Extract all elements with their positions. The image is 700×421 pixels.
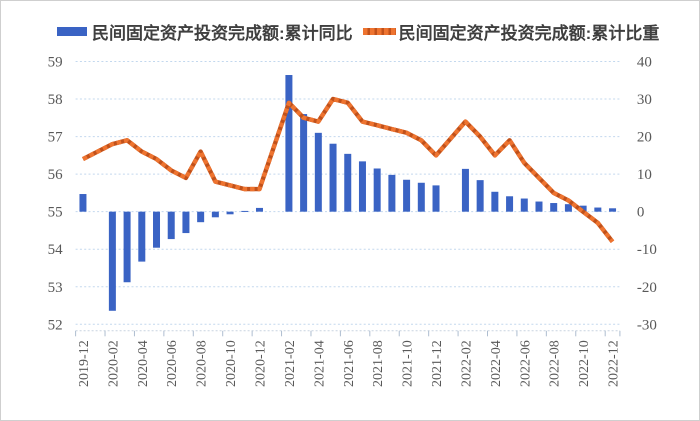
right-axis-tick-label: -30 xyxy=(637,317,657,333)
x-axis-tick-label: 2021-02 xyxy=(283,340,298,387)
x-axis xyxy=(75,330,621,337)
bar xyxy=(403,179,411,212)
right-axis-tick-label: -10 xyxy=(637,242,657,258)
x-axis-tick-label: 2022-06 xyxy=(518,340,533,387)
right-axis-tick-label: 10 xyxy=(637,167,652,183)
bar xyxy=(108,211,116,311)
x-axis-tick-label: 2022-02 xyxy=(459,340,474,387)
x-axis-tick-label: 2022-08 xyxy=(548,340,563,387)
x-axis-tick-label: 2021-04 xyxy=(312,340,327,387)
bar xyxy=(417,182,425,212)
x-axis-labels: 2019-12 2020-02 2020-04 2020-06 2020-08 2020-… xyxy=(77,340,622,387)
bar xyxy=(476,180,484,212)
left-axis-tick-label: 56 xyxy=(48,167,64,183)
bar xyxy=(609,208,617,212)
bar xyxy=(373,168,381,212)
bar xyxy=(138,211,146,262)
bar-series xyxy=(79,75,617,311)
bar xyxy=(211,211,219,218)
x-axis-tick-label: 2022-10 xyxy=(577,340,592,387)
bar xyxy=(358,161,366,212)
bar xyxy=(79,194,87,212)
bar xyxy=(461,168,469,212)
left-axis-tick-label: 53 xyxy=(48,280,63,296)
bar xyxy=(314,132,322,212)
dashed-line-series-swatch-icon xyxy=(362,27,396,35)
left-axis-tick-label: 54 xyxy=(48,242,64,258)
x-axis-tick-label: 2022-12 xyxy=(607,340,622,387)
right-axis-tick-label: -20 xyxy=(637,280,657,296)
x-axis-tick-label: 2021-08 xyxy=(371,340,386,387)
bar xyxy=(491,191,499,212)
bar xyxy=(520,198,528,212)
bar xyxy=(344,153,352,212)
bar xyxy=(300,114,308,212)
bar xyxy=(535,201,543,212)
left-axis-labels: 59 58 57 56 55 54 53 52 xyxy=(48,55,64,334)
right-axis-labels: 40 30 20 10 0 -10 -20 -30 xyxy=(637,55,657,334)
bar xyxy=(594,207,602,212)
x-axis-tick-label: 2020-06 xyxy=(165,340,180,387)
x-axis-tick-label: 2020-02 xyxy=(106,340,121,387)
x-axis-tick-label: 2020-04 xyxy=(136,340,151,387)
bar xyxy=(506,196,514,212)
right-axis-tick-label: 40 xyxy=(637,55,652,71)
x-axis-tick-label: 2022-04 xyxy=(489,340,504,387)
bar xyxy=(579,205,587,212)
bar xyxy=(564,204,572,212)
bar xyxy=(550,203,558,212)
x-axis-tick-label: 2021-10 xyxy=(401,340,416,387)
bar xyxy=(432,185,440,212)
right-axis-tick-label: 0 xyxy=(637,205,645,221)
left-axis-tick-label: 58 xyxy=(48,92,63,108)
left-axis-tick-label: 59 xyxy=(48,55,63,71)
x-axis-tick-label: 2020-08 xyxy=(195,340,210,387)
x-axis-tick-label: 2020-10 xyxy=(224,340,239,387)
bar xyxy=(182,211,190,234)
proportion-line xyxy=(82,96,615,244)
left-axis-tick-label: 52 xyxy=(48,317,63,333)
left-axis-tick-label: 57 xyxy=(48,130,64,146)
bar xyxy=(197,211,205,223)
proportion-line-series xyxy=(82,96,615,244)
bar xyxy=(123,211,131,283)
bar-series-swatch-icon xyxy=(57,26,87,36)
legend-label-proportion: 民间固定资产投资完成额:累计比重 xyxy=(398,23,660,43)
legend-label-yoy: 民间固定资产投资完成额:累计同比 xyxy=(92,23,353,43)
bar xyxy=(167,211,175,240)
x-axis-tick-label: 2019-12 xyxy=(77,340,92,387)
bar xyxy=(226,211,234,215)
bar xyxy=(329,143,337,212)
x-axis-tick-label: 2021-12 xyxy=(430,340,445,387)
bar xyxy=(153,211,161,248)
x-axis-tick-label: 2021-06 xyxy=(342,340,357,387)
bar xyxy=(255,207,263,212)
left-axis-tick-label: 55 xyxy=(48,205,63,221)
legend: 民间固定资产投资完成额:累计同比 民间固定资产投资完成额:累计比重 xyxy=(57,18,659,44)
bar xyxy=(241,210,249,212)
bar xyxy=(388,174,396,212)
right-axis-tick-label: 30 xyxy=(637,92,652,108)
right-axis-tick-label: 20 xyxy=(637,130,652,146)
x-axis-tick-label: 2020-12 xyxy=(253,340,268,387)
bar xyxy=(285,75,293,212)
